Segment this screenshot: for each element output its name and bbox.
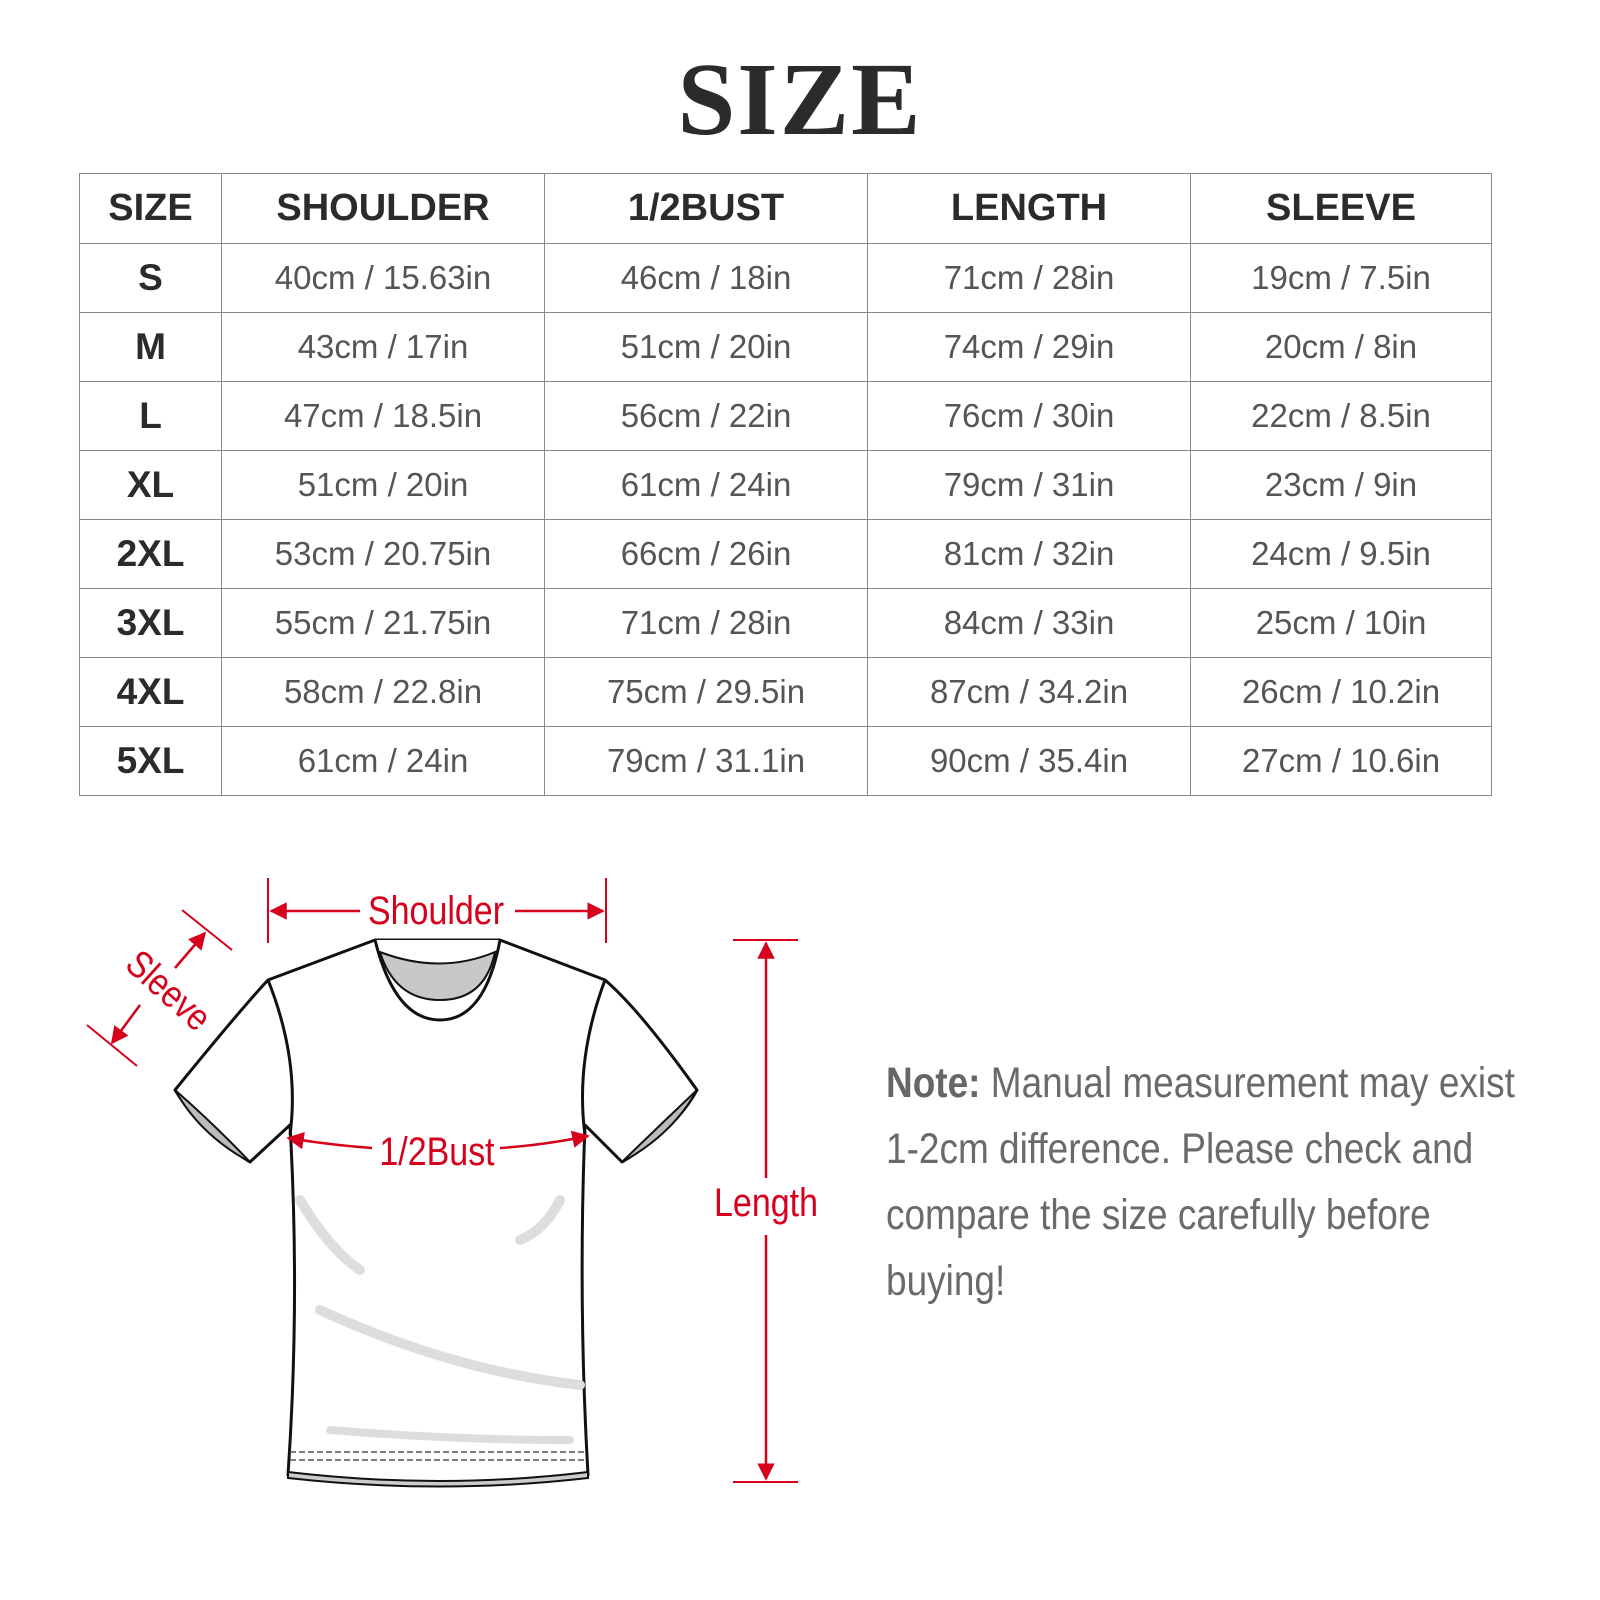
table-row: 4XL 58cm / 22.8in 75cm / 29.5in 87cm / 34.2… <box>79 657 1492 727</box>
size-cell: XL <box>79 450 222 520</box>
size-table: SIZE SHOULDER 1/2BUST LENGTH SLEEVE S 40c… <box>79 173 1492 796</box>
length-cell: 84cm / 33in <box>867 588 1191 658</box>
sleeve-cell: 24cm / 9.5in <box>1190 519 1492 589</box>
bust-measure: 1/2Bust <box>286 1128 590 1174</box>
sleeve-cell: 22cm / 8.5in <box>1190 381 1492 451</box>
bust-label: 1/2Bust <box>379 1128 495 1173</box>
length-measure: Length <box>714 939 818 1483</box>
sleeve-cell: 20cm / 8in <box>1190 312 1492 382</box>
header-bust: 1/2BUST <box>544 173 868 244</box>
shoulder-label: Shoulder <box>368 887 504 932</box>
shoulder-cell: 58cm / 22.8in <box>221 657 545 727</box>
shoulder-cell: 61cm / 24in <box>221 726 545 796</box>
table-row: L 47cm / 18.5in 56cm / 22in 76cm / 30in 22cm… <box>79 381 1492 451</box>
sleeve-cell: 27cm / 10.6in <box>1190 726 1492 796</box>
shoulder-measure: Shoulder <box>267 878 607 943</box>
size-cell: 4XL <box>79 657 222 727</box>
sleeve-cell: 25cm / 10in <box>1190 588 1492 658</box>
table-row: M 43cm / 17in 51cm / 20in 74cm / 29in 20cm /… <box>79 312 1492 382</box>
length-cell: 74cm / 29in <box>867 312 1191 382</box>
sleeve-cell: 19cm / 7.5in <box>1190 243 1492 313</box>
table-row: XL 51cm / 20in 61cm / 24in 79cm / 31in 23cm … <box>79 450 1492 520</box>
bust-cell: 46cm / 18in <box>544 243 868 313</box>
bust-cell: 79cm / 31.1in <box>544 726 868 796</box>
shoulder-cell: 53cm / 20.75in <box>221 519 545 589</box>
bust-cell: 51cm / 20in <box>544 312 868 382</box>
table-row: 2XL 53cm / 20.75in 66cm / 26in 81cm / 32in 2… <box>79 519 1492 589</box>
sleeve-cell: 26cm / 10.2in <box>1190 657 1492 727</box>
table-row: 3XL 55cm / 21.75in 71cm / 28in 84cm / 33in 2… <box>79 588 1492 658</box>
shoulder-cell: 40cm / 15.63in <box>221 243 545 313</box>
length-cell: 90cm / 35.4in <box>867 726 1191 796</box>
page-title: SIZE <box>677 42 923 157</box>
shoulder-cell: 55cm / 21.75in <box>221 588 545 658</box>
length-cell: 71cm / 28in <box>867 243 1191 313</box>
table-row: 5XL 61cm / 24in 79cm / 31.1in 90cm / 35.4in… <box>79 726 1492 796</box>
sleeve-cell: 23cm / 9in <box>1190 450 1492 520</box>
note-body: Manual measurement may exist 1-2cm diffe… <box>886 1059 1515 1305</box>
length-label: Length <box>714 1179 818 1224</box>
size-cell: L <box>79 381 222 451</box>
shoulder-cell: 51cm / 20in <box>221 450 545 520</box>
note-text: Note: Manual measurement may exist 1-2cm… <box>886 1050 1527 1314</box>
bust-cell: 75cm / 29.5in <box>544 657 868 727</box>
table-header-row: SIZE SHOULDER 1/2BUST LENGTH SLEEVE <box>79 173 1492 244</box>
bust-cell: 61cm / 24in <box>544 450 868 520</box>
size-cell: 5XL <box>79 726 222 796</box>
size-cell: M <box>79 312 222 382</box>
header-length: LENGTH <box>867 173 1191 244</box>
header-size: SIZE <box>79 173 222 244</box>
bust-cell: 71cm / 28in <box>544 588 868 658</box>
shoulder-cell: 43cm / 17in <box>221 312 545 382</box>
length-cell: 81cm / 32in <box>867 519 1191 589</box>
header-sleeve: SLEEVE <box>1190 173 1492 244</box>
sleeve-label: Sleeve <box>118 942 219 1039</box>
note-label: Note: <box>886 1059 981 1107</box>
size-cell: 3XL <box>79 588 222 658</box>
size-cell: S <box>79 243 222 313</box>
bust-cell: 66cm / 26in <box>544 519 868 589</box>
bust-cell: 56cm / 22in <box>544 381 868 451</box>
length-cell: 76cm / 30in <box>867 381 1191 451</box>
tshirt-illustration <box>173 938 699 1488</box>
sleeve-measure: Sleeve <box>86 909 233 1067</box>
table-row: S 40cm / 15.63in 46cm / 18in 71cm / 28in 19c… <box>79 243 1492 313</box>
